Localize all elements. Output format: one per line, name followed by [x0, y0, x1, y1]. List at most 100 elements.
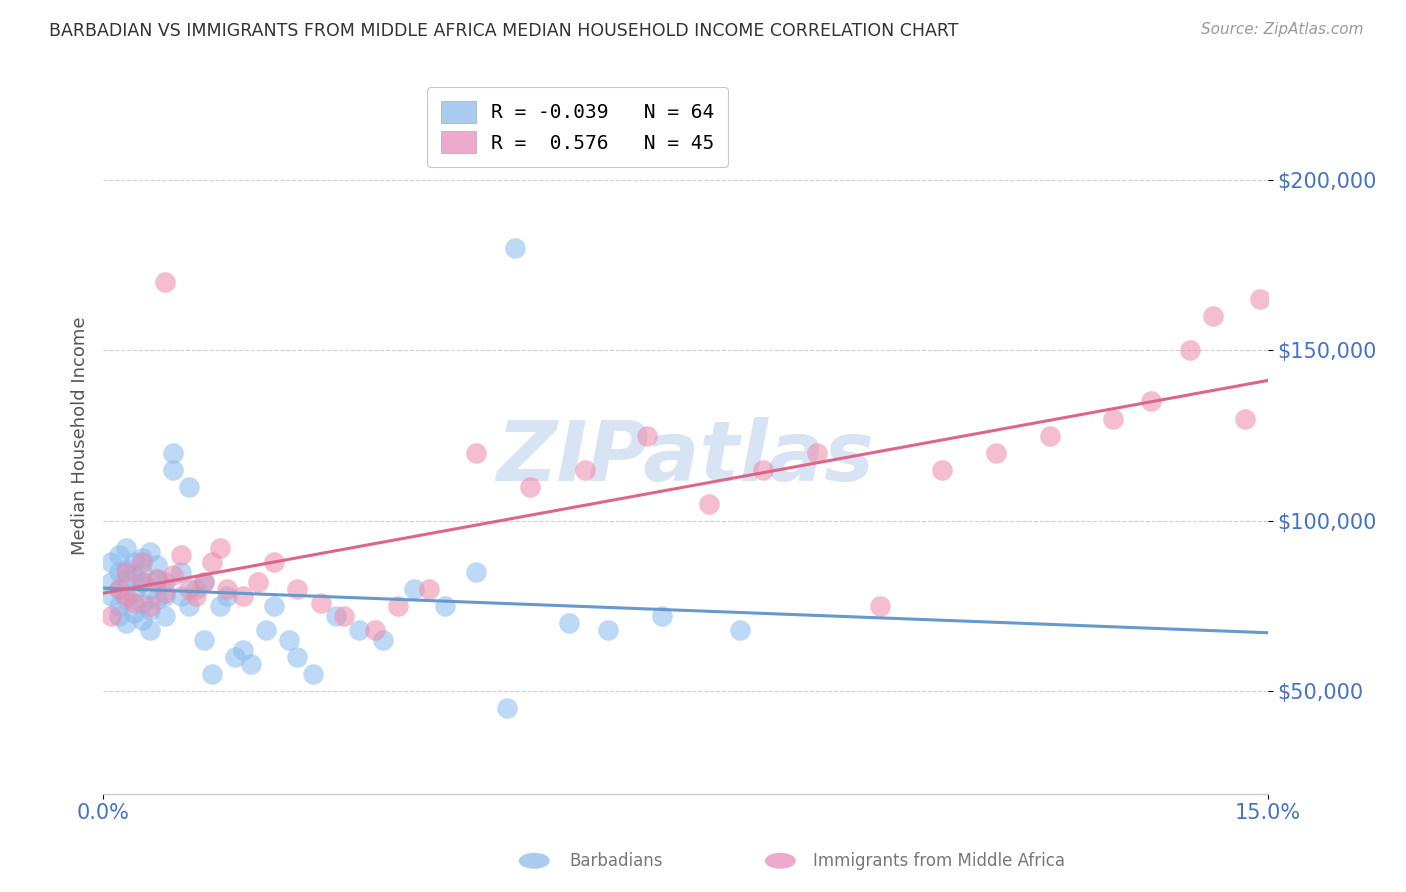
- Point: [418, 582, 440, 596]
- Point: [115, 572, 138, 586]
- Point: [107, 565, 129, 579]
- Point: [170, 548, 193, 562]
- Point: [1140, 394, 1163, 409]
- Point: [100, 575, 122, 590]
- Point: [1180, 343, 1202, 358]
- Point: [254, 623, 277, 637]
- Point: [131, 565, 153, 579]
- Point: [107, 548, 129, 562]
- Point: [651, 609, 673, 624]
- Point: [984, 445, 1007, 459]
- Point: [558, 616, 581, 631]
- Point: [138, 599, 160, 614]
- Point: [806, 445, 828, 459]
- Point: [115, 616, 138, 631]
- Point: [503, 241, 526, 255]
- Point: [155, 609, 177, 624]
- Point: [217, 589, 239, 603]
- Point: [107, 582, 129, 596]
- Point: [285, 650, 308, 665]
- Point: [519, 480, 541, 494]
- Point: [464, 565, 486, 579]
- Point: [193, 575, 215, 590]
- Point: [402, 582, 425, 596]
- Y-axis label: Median Household Income: Median Household Income: [72, 317, 89, 555]
- Point: [155, 575, 177, 590]
- Point: [217, 582, 239, 596]
- Point: [574, 463, 596, 477]
- Point: [349, 623, 371, 637]
- Point: [433, 599, 456, 614]
- Point: [931, 463, 953, 477]
- Point: [869, 599, 891, 614]
- Point: [371, 633, 394, 648]
- Point: [107, 599, 129, 614]
- Point: [1202, 309, 1225, 323]
- Point: [201, 667, 224, 681]
- Legend: R = -0.039   N = 64, R =  0.576   N = 45: R = -0.039 N = 64, R = 0.576 N = 45: [427, 87, 728, 167]
- Point: [131, 551, 153, 566]
- Point: [162, 445, 184, 459]
- Point: [232, 643, 254, 657]
- Point: [100, 589, 122, 603]
- Point: [208, 599, 231, 614]
- Point: [752, 463, 775, 477]
- Point: [697, 497, 720, 511]
- Point: [1101, 411, 1123, 425]
- Point: [177, 599, 200, 614]
- Point: [1233, 411, 1256, 425]
- Point: [232, 589, 254, 603]
- Point: [115, 589, 138, 603]
- Point: [138, 623, 160, 637]
- Point: [115, 541, 138, 556]
- Point: [263, 555, 285, 569]
- Point: [100, 555, 122, 569]
- Point: [115, 592, 138, 607]
- Point: [122, 555, 145, 569]
- Point: [138, 602, 160, 616]
- Point: [100, 609, 122, 624]
- Point: [131, 575, 153, 590]
- Point: [115, 561, 138, 575]
- Point: [155, 585, 177, 599]
- Point: [333, 609, 356, 624]
- Text: ZIPatlas: ZIPatlas: [496, 417, 875, 498]
- Point: [464, 445, 486, 459]
- Text: BARBADIAN VS IMMIGRANTS FROM MIDDLE AFRICA MEDIAN HOUSEHOLD INCOME CORRELATION C: BARBADIAN VS IMMIGRANTS FROM MIDDLE AFRI…: [49, 22, 959, 40]
- Point: [155, 589, 177, 603]
- Point: [387, 599, 409, 614]
- Point: [107, 582, 129, 596]
- Point: [224, 650, 246, 665]
- Point: [138, 544, 160, 558]
- Point: [193, 575, 215, 590]
- Point: [193, 633, 215, 648]
- Point: [636, 428, 658, 442]
- Point: [239, 657, 262, 672]
- Point: [186, 589, 208, 603]
- Point: [131, 596, 153, 610]
- Point: [162, 568, 184, 582]
- Point: [122, 606, 145, 620]
- Point: [131, 555, 153, 569]
- Point: [177, 582, 200, 596]
- Point: [146, 592, 169, 607]
- Point: [107, 609, 129, 624]
- Point: [162, 463, 184, 477]
- Point: [131, 575, 153, 590]
- Point: [208, 541, 231, 556]
- Point: [201, 555, 224, 569]
- Point: [263, 599, 285, 614]
- Point: [146, 572, 169, 586]
- Point: [115, 565, 138, 579]
- Point: [131, 613, 153, 627]
- Point: [247, 575, 270, 590]
- Point: [496, 701, 519, 715]
- Point: [1249, 292, 1271, 306]
- Point: [301, 667, 323, 681]
- Point: [155, 275, 177, 289]
- Point: [122, 568, 145, 582]
- Point: [122, 596, 145, 610]
- Point: [596, 623, 619, 637]
- Point: [146, 572, 169, 586]
- Point: [146, 558, 169, 573]
